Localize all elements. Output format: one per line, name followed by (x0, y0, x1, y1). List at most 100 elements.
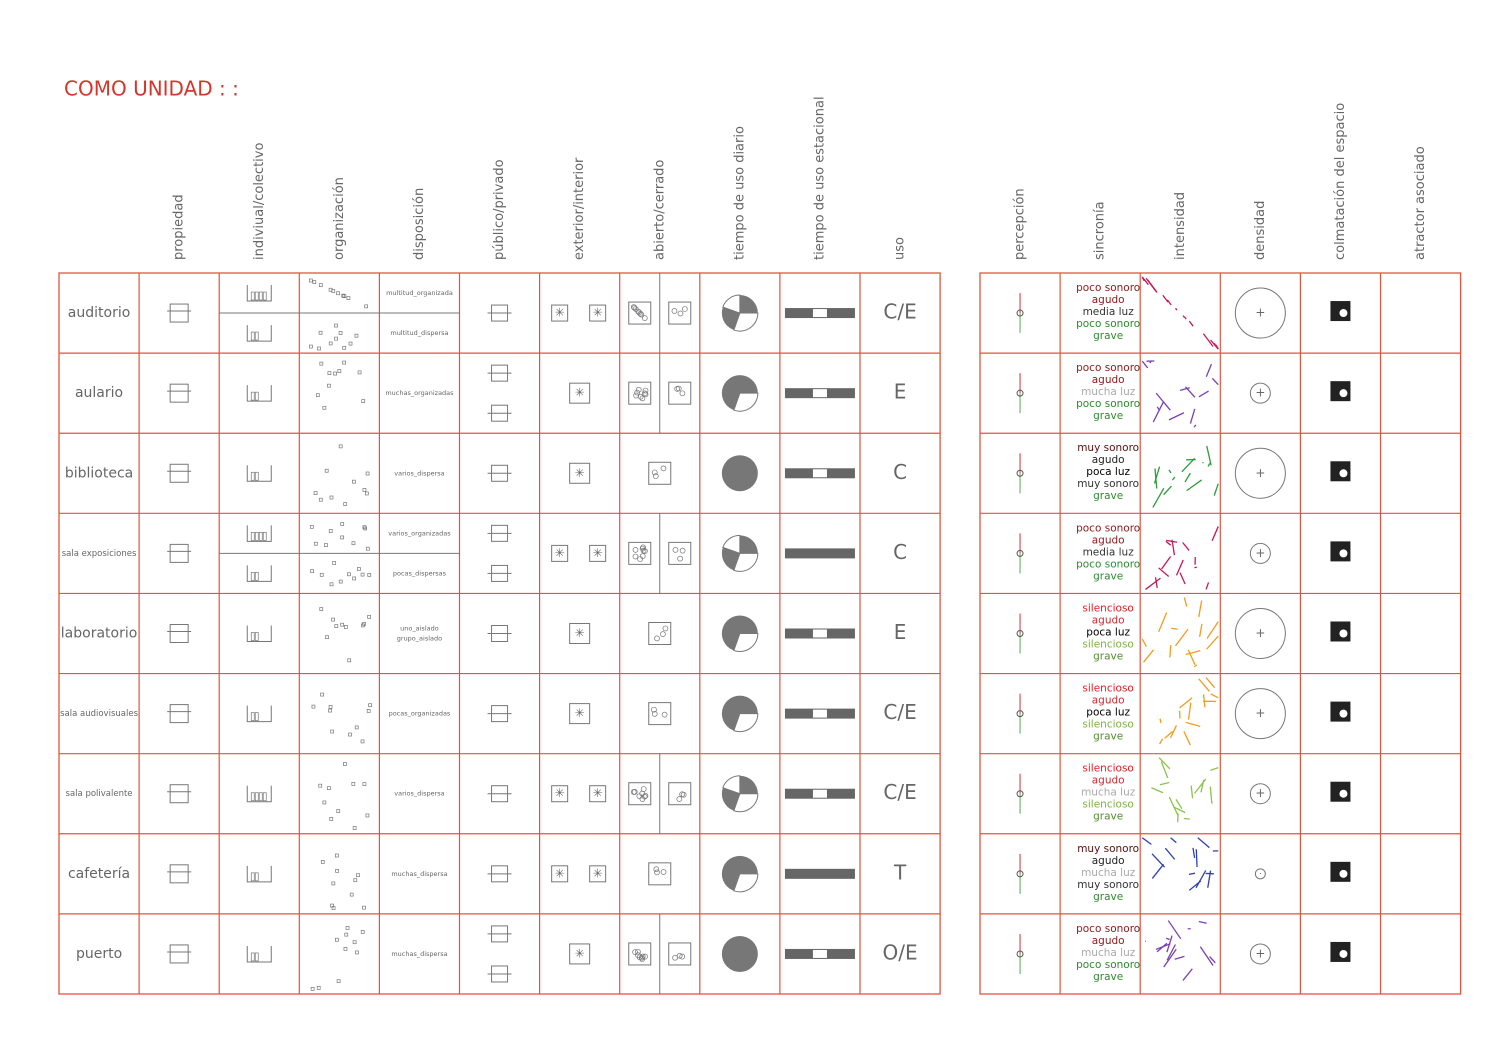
icon (361, 399, 366, 403)
density-circle (1249, 783, 1271, 805)
row-label: cafetería (68, 866, 130, 882)
icon (676, 796, 683, 802)
intensity-stroke (1166, 937, 1170, 941)
icon (254, 632, 259, 641)
icon (335, 937, 339, 942)
column-header: intensidad (1173, 192, 1188, 260)
sincronia-label: agudo (1092, 534, 1125, 546)
icon (660, 869, 667, 875)
icon (319, 361, 324, 366)
icon (636, 309, 643, 316)
icon (675, 385, 682, 392)
sincronia-label: grave (1093, 570, 1123, 582)
icon (642, 548, 648, 554)
intensity-stroke (1193, 424, 1197, 428)
icon (254, 792, 259, 802)
sincronia-label: agudo (1092, 695, 1125, 707)
intensity-stroke (1167, 920, 1182, 940)
intensity-stroke (1168, 469, 1172, 474)
icon (343, 502, 348, 506)
icon (639, 796, 646, 802)
icon (333, 371, 337, 376)
icon (357, 370, 362, 375)
intensity-stroke (1162, 294, 1169, 303)
density-plus: + (1255, 626, 1265, 640)
icon (680, 791, 687, 798)
intensity-stroke (1182, 315, 1185, 318)
intensity-stroke (1155, 392, 1171, 411)
icon (246, 865, 272, 883)
intensity-stroke (1171, 539, 1176, 556)
icon (312, 280, 317, 284)
icon (652, 473, 659, 479)
sincronia-label: poco sonoro (1076, 522, 1140, 534)
icon (569, 623, 591, 644)
intensity-stroke (1163, 485, 1172, 496)
icon (648, 622, 672, 645)
intensity-stroke (1166, 935, 1173, 953)
icon (340, 535, 345, 540)
icon (250, 532, 255, 541)
icon (668, 301, 692, 325)
row-label: sala polivalente (66, 789, 133, 799)
intensity-stroke (1151, 863, 1165, 879)
intensity-stroke (1202, 694, 1206, 708)
icon (651, 711, 658, 717)
icon: ✳ (555, 546, 565, 560)
sincronia-label: agudo (1092, 855, 1125, 867)
intensity-stroke (1193, 664, 1198, 668)
icon (551, 785, 569, 803)
icon (589, 785, 607, 803)
density-plus: + (1255, 306, 1265, 320)
icon (318, 783, 323, 788)
icon (329, 495, 334, 500)
column-header: tiempo de uso estacional (812, 96, 827, 260)
intensity-stroke (1153, 466, 1161, 484)
icon (589, 304, 607, 322)
colmatacion-icon (1339, 949, 1348, 958)
uso-label: E (894, 380, 907, 404)
density-circle (1234, 608, 1286, 659)
intensity-stroke (1188, 872, 1196, 876)
sincronia-label: agudo (1092, 614, 1125, 626)
sincronia-label: poco sonoro (1076, 558, 1140, 570)
sincronia-label: silencioso (1082, 763, 1133, 775)
sincronia-label: grave (1093, 971, 1123, 983)
uso-label: C (893, 460, 907, 484)
sincronia-label: grave (1093, 811, 1123, 823)
row-label: biblioteca (65, 465, 133, 481)
icon (328, 341, 333, 346)
icon (313, 491, 318, 495)
intensity-stroke (1171, 627, 1178, 630)
icon (360, 739, 365, 744)
colmatacion-icon (1339, 309, 1348, 318)
density-circle (1249, 943, 1271, 965)
row-label: sala audiovisuales (60, 709, 138, 719)
intensity-stroke (1169, 644, 1172, 658)
intensity-stroke (1164, 847, 1176, 860)
disposicion-label: muchas_dispersa (391, 950, 447, 958)
icon (632, 949, 638, 955)
intensity-stroke (1161, 556, 1172, 570)
icon (338, 444, 343, 449)
season-bar-gap (812, 789, 827, 798)
icon (343, 947, 348, 951)
icon (642, 953, 648, 960)
pie-icon (733, 312, 759, 332)
intensity-stroke (1213, 483, 1219, 496)
column-header: abierto/cerrado (652, 160, 667, 260)
icon (341, 293, 346, 298)
icon (250, 291, 255, 301)
intensity-stroke (1174, 955, 1185, 960)
icon (654, 869, 660, 876)
sincronia-label: agudo (1092, 294, 1125, 306)
sincronia-label: grave (1093, 650, 1123, 662)
pie-icon (721, 455, 758, 492)
icon: ✳ (575, 466, 585, 480)
icon (628, 782, 652, 806)
icon (250, 391, 255, 401)
sincronia-label: silencioso (1082, 719, 1133, 731)
icon (631, 789, 638, 795)
icon (589, 865, 607, 883)
intensity-stroke (1202, 333, 1214, 347)
